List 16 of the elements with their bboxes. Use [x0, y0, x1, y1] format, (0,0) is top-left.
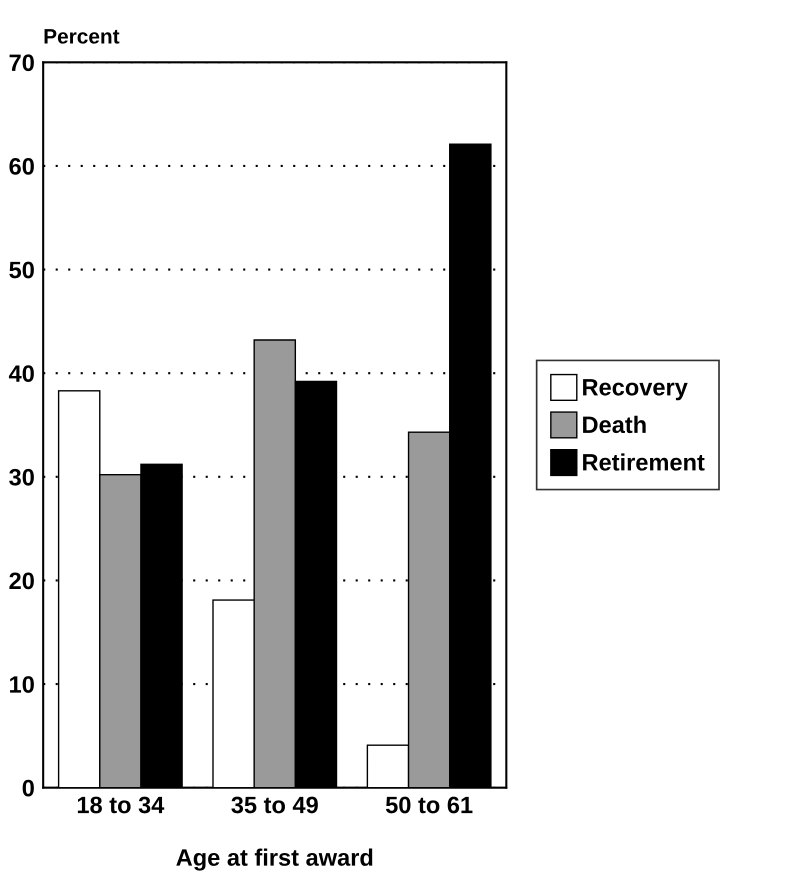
y-tick-label: 20 — [9, 572, 34, 590]
y-tick-label: 50 — [9, 262, 34, 278]
y-tick-label: 30 — [9, 468, 34, 486]
y-tick-label: 0 — [22, 780, 34, 796]
y-tick-label: 60 — [9, 158, 34, 175]
x-tick-label: 35 to 49 — [231, 796, 318, 814]
legend-label: Death — [583, 416, 646, 434]
y-tick-label: 10 — [10, 676, 34, 693]
legend-label: Recovery — [583, 379, 688, 400]
y-tick-label: 40 — [8, 365, 34, 382]
x-tick-label: 18 to 34 — [78, 796, 164, 814]
y-tick-label: 70 — [10, 54, 34, 72]
y-axis-title: Percent — [44, 29, 120, 44]
legend-label: Retirement — [583, 453, 705, 471]
x-tick-label: 50 to 61 — [386, 796, 472, 814]
x-axis-title: Age at first award — [176, 848, 372, 871]
